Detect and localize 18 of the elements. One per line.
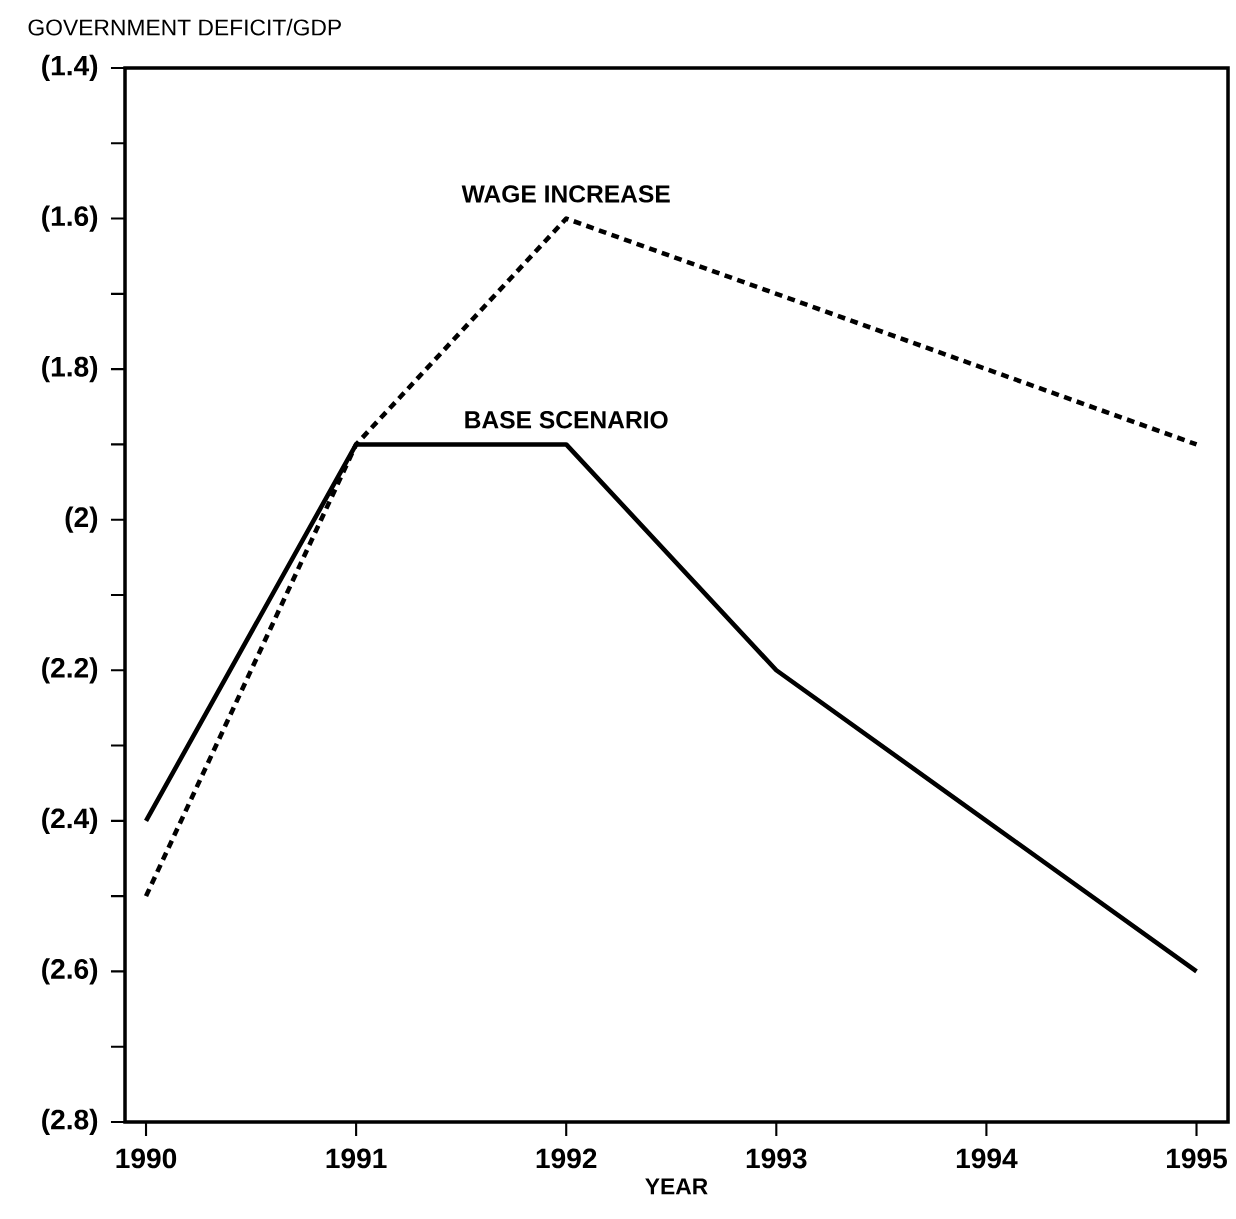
y-tick-label: (2.8): [42, 1108, 98, 1136]
x-tick-label: 1991: [326, 1148, 387, 1169]
y-tick-label: (2.6): [42, 958, 98, 985]
y-tick-label: (2): [65, 506, 98, 533]
x-tick-label: 1990: [116, 1148, 177, 1169]
x-tick-label: 1994: [956, 1148, 1018, 1169]
y-tick-label: (1.6): [42, 205, 98, 232]
series-label: WAGE INCREASE: [461, 185, 670, 203]
x-axis-title: YEAR: [645, 1178, 708, 1195]
series-label: BASE SCENARIO: [465, 411, 668, 429]
y-tick-label: (2.2): [42, 657, 98, 684]
x-tick-label: 1995: [1166, 1148, 1227, 1169]
y-tick-label: (1.8): [42, 356, 98, 383]
y-tick-label: (1.4): [42, 54, 98, 82]
y-tick-label: (2.4): [42, 807, 98, 834]
x-tick-label: 1992: [536, 1148, 597, 1169]
y-axis-title: GOVERNMENT DEFICIT/GDP: [28, 18, 341, 36]
x-tick-label: 1993: [746, 1148, 807, 1169]
